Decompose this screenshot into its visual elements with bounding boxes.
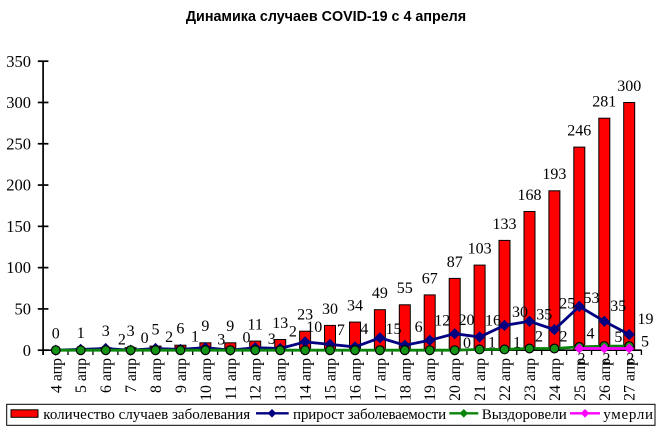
svg-text:30: 30 <box>322 301 338 318</box>
svg-text:13 апр: 13 апр <box>273 358 290 401</box>
svg-text:100: 100 <box>6 258 31 277</box>
svg-text:0: 0 <box>141 330 149 347</box>
svg-text:50: 50 <box>15 300 32 319</box>
svg-text:2: 2 <box>560 329 568 346</box>
svg-text:18 апр: 18 апр <box>397 358 414 401</box>
svg-text:Выздоровели: Выздоровели <box>482 407 567 423</box>
svg-text:3: 3 <box>127 323 135 340</box>
svg-text:4 апр: 4 апр <box>48 358 65 393</box>
svg-text:7 апр: 7 апр <box>123 358 140 393</box>
svg-text:23: 23 <box>297 307 313 324</box>
svg-text:168: 168 <box>518 187 542 204</box>
svg-text:20: 20 <box>459 312 475 329</box>
svg-text:умерли: умерли <box>603 407 653 423</box>
svg-text:133: 133 <box>493 216 517 233</box>
svg-text:16 апр: 16 апр <box>348 358 365 401</box>
svg-text:281: 281 <box>592 94 616 111</box>
svg-text:2: 2 <box>535 329 543 346</box>
svg-text:11: 11 <box>247 317 262 334</box>
svg-text:13: 13 <box>272 315 288 332</box>
svg-text:21 апр: 21 апр <box>472 358 489 401</box>
svg-text:14 апр: 14 апр <box>298 358 315 401</box>
svg-text:2: 2 <box>165 329 173 346</box>
svg-text:1: 1 <box>191 328 199 345</box>
svg-text:9: 9 <box>226 318 234 335</box>
svg-text:87: 87 <box>447 254 463 271</box>
svg-text:2: 2 <box>578 350 586 367</box>
svg-text:0: 0 <box>52 326 60 343</box>
svg-text:3: 3 <box>102 323 110 340</box>
svg-text:количество случаев заболевания: количество случаев заболевания <box>43 407 250 423</box>
svg-text:150: 150 <box>6 217 31 236</box>
svg-text:246: 246 <box>567 123 591 140</box>
svg-text:200: 200 <box>6 176 31 195</box>
svg-text:4: 4 <box>360 321 368 338</box>
svg-text:12: 12 <box>434 313 450 330</box>
svg-text:1: 1 <box>488 334 496 351</box>
svg-text:193: 193 <box>542 166 566 183</box>
svg-text:53: 53 <box>584 290 600 307</box>
svg-text:9 апр: 9 апр <box>173 358 190 393</box>
svg-text:34: 34 <box>347 298 363 315</box>
svg-text:8 апр: 8 апр <box>148 358 165 393</box>
svg-text:9: 9 <box>201 318 209 335</box>
svg-text:2: 2 <box>626 350 634 367</box>
svg-text:Динамика случаев COVID-19 с 4: Динамика случаев COVID-19 с 4 апреля <box>186 9 466 25</box>
svg-text:300: 300 <box>6 93 31 112</box>
svg-text:350: 350 <box>6 52 31 71</box>
svg-text:35: 35 <box>610 298 626 315</box>
svg-text:4: 4 <box>587 325 595 342</box>
svg-text:12 апр: 12 апр <box>248 358 265 401</box>
svg-text:19: 19 <box>638 311 654 328</box>
svg-text:0: 0 <box>463 335 471 352</box>
svg-text:24 апр: 24 апр <box>547 358 564 401</box>
svg-text:30: 30 <box>512 304 528 321</box>
svg-text:3: 3 <box>217 332 225 349</box>
svg-text:5: 5 <box>614 329 622 346</box>
svg-text:300: 300 <box>617 78 641 95</box>
svg-text:55: 55 <box>397 280 413 297</box>
svg-text:6: 6 <box>415 319 423 336</box>
svg-text:19 апр: 19 апр <box>422 358 439 401</box>
svg-text:20 апр: 20 апр <box>447 358 464 401</box>
svg-text:250: 250 <box>6 134 31 153</box>
svg-text:25: 25 <box>559 296 575 313</box>
svg-text:35: 35 <box>536 307 552 324</box>
svg-text:0: 0 <box>23 341 31 360</box>
svg-text:6 апр: 6 апр <box>98 358 115 393</box>
svg-text:5: 5 <box>641 334 649 351</box>
svg-text:6: 6 <box>176 321 184 338</box>
svg-text:2: 2 <box>603 350 611 367</box>
svg-text:15 апр: 15 апр <box>323 358 340 401</box>
svg-text:прирост заболеваемости: прирост заболеваемости <box>293 407 446 423</box>
svg-text:10 апр: 10 апр <box>198 358 215 401</box>
svg-text:3: 3 <box>268 331 276 348</box>
svg-text:67: 67 <box>422 270 438 287</box>
svg-text:103: 103 <box>468 241 492 258</box>
svg-text:2: 2 <box>289 324 297 341</box>
svg-text:5: 5 <box>152 322 160 339</box>
svg-text:15: 15 <box>386 321 402 338</box>
svg-text:26 апр: 26 апр <box>597 358 614 401</box>
svg-text:49: 49 <box>372 285 388 302</box>
svg-text:25 апр: 25 апр <box>572 358 589 401</box>
svg-text:1: 1 <box>513 334 521 351</box>
svg-text:1: 1 <box>77 325 85 342</box>
svg-text:16: 16 <box>485 312 501 329</box>
svg-text:17 апр: 17 апр <box>372 358 389 401</box>
svg-text:7: 7 <box>337 322 345 339</box>
svg-text:0: 0 <box>243 330 251 347</box>
svg-text:2: 2 <box>118 331 126 348</box>
svg-text:10: 10 <box>306 319 322 336</box>
svg-text:11 апр: 11 апр <box>223 358 240 400</box>
svg-text:5 апр: 5 апр <box>73 358 90 393</box>
svg-text:23 апр: 23 апр <box>522 358 539 401</box>
svg-text:27 апр: 27 апр <box>622 358 639 401</box>
svg-text:22 апр: 22 апр <box>497 358 514 401</box>
